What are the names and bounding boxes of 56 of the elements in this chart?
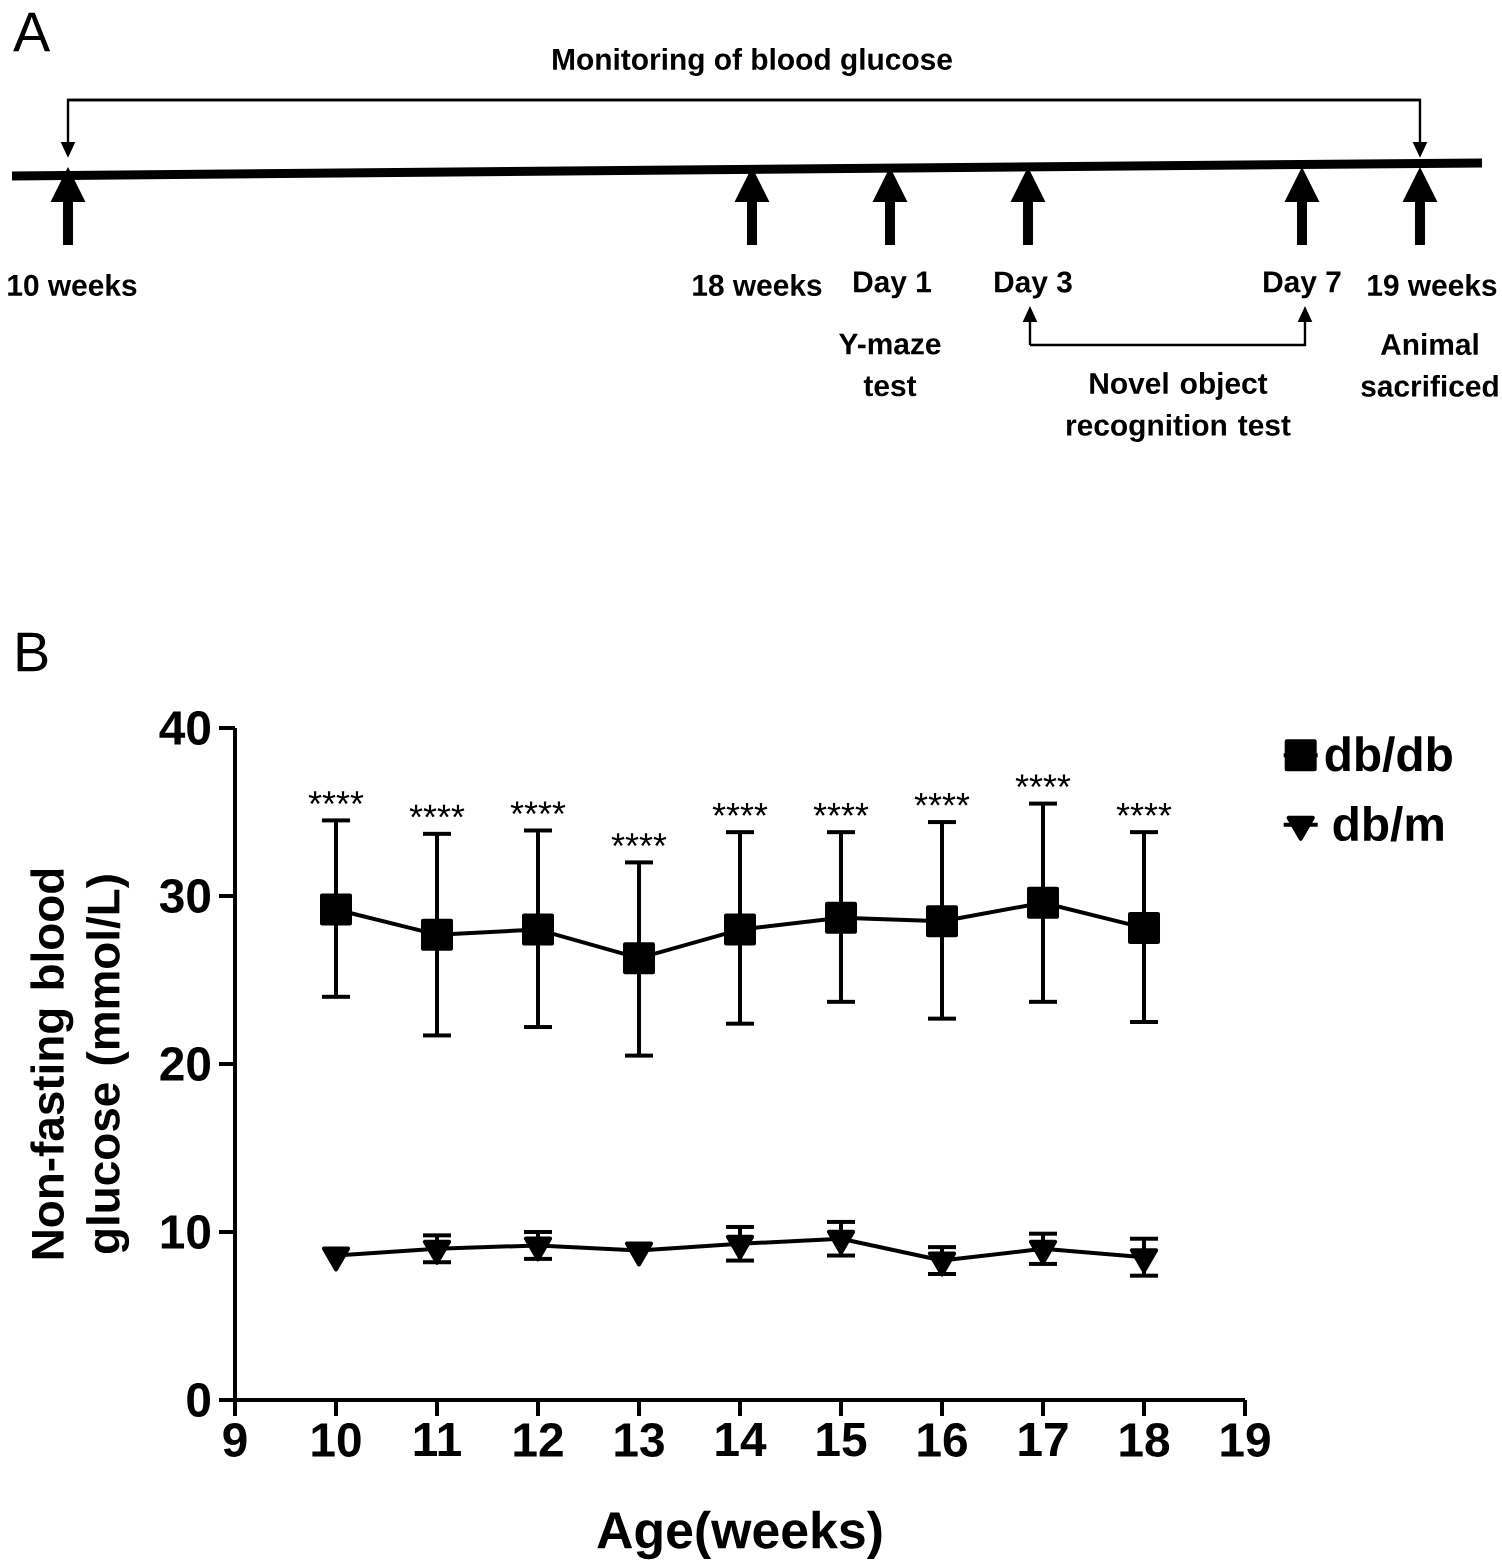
x-tick-label: 10 bbox=[312, 1423, 361, 1457]
annotation: **** bbox=[308, 791, 364, 804]
point bbox=[624, 1241, 654, 1267]
text: B bbox=[17, 632, 48, 672]
y-tick-label: 10 bbox=[161, 1215, 210, 1249]
point bbox=[421, 918, 453, 951]
x-tick-label: 16 bbox=[918, 1423, 967, 1457]
point bbox=[1028, 1239, 1058, 1265]
text: 18 weeks bbox=[693, 274, 822, 296]
point bbox=[825, 901, 858, 934]
legend-label: db/m bbox=[1333, 805, 1443, 842]
annotation: **** bbox=[914, 792, 970, 806]
text: Day 7 bbox=[1264, 271, 1341, 299]
annotation: **** bbox=[409, 804, 465, 818]
x-tick-label: 15 bbox=[817, 1423, 867, 1457]
text: 10 weeks bbox=[8, 274, 137, 296]
text: 19 weeks bbox=[1368, 274, 1497, 296]
text: Day 1 bbox=[854, 271, 931, 299]
legend-label: db/db bbox=[1325, 736, 1452, 772]
text: Day 3 bbox=[995, 271, 1072, 299]
x-tick-label: 9 bbox=[223, 1423, 247, 1457]
point bbox=[927, 1251, 957, 1277]
annotation: **** bbox=[510, 801, 566, 814]
x-tick-label: 13 bbox=[615, 1423, 664, 1457]
text: Animal sacrificed bbox=[1361, 333, 1498, 397]
annotation: **** bbox=[1116, 803, 1172, 816]
annotation: **** bbox=[813, 803, 869, 816]
text: Y-maze test bbox=[838, 333, 941, 397]
point bbox=[1027, 886, 1060, 919]
text: Novel object recognition test bbox=[1067, 372, 1291, 442]
x-tick-label: 18 bbox=[1120, 1423, 1170, 1457]
y-axis-title: Non-fasting blood glucose (mmol/L) bbox=[30, 869, 130, 1259]
point bbox=[1128, 911, 1161, 944]
point bbox=[926, 905, 959, 938]
annotation: **** bbox=[712, 803, 768, 816]
y-tick-label: 0 bbox=[187, 1383, 210, 1417]
y-tick-label: 40 bbox=[159, 711, 210, 745]
x-tick-label: 11 bbox=[414, 1423, 461, 1456]
point bbox=[523, 1236, 553, 1262]
x-axis-title: Age(weeks) bbox=[597, 1510, 882, 1560]
y-tick-label: 20 bbox=[160, 1047, 210, 1081]
point bbox=[320, 893, 352, 926]
point bbox=[422, 1239, 452, 1265]
annotation: **** bbox=[611, 833, 667, 846]
text: A bbox=[13, 12, 51, 52]
y-tick-label: 30 bbox=[159, 879, 210, 913]
point bbox=[522, 913, 554, 946]
x-tick-label: 17 bbox=[1019, 1423, 1068, 1456]
point bbox=[623, 942, 656, 975]
x-tick-label: 19 bbox=[1221, 1423, 1270, 1457]
x-tick-label: 12 bbox=[514, 1423, 563, 1457]
point bbox=[724, 913, 757, 946]
x-tick-label: 14 bbox=[716, 1423, 767, 1456]
annotation: **** bbox=[1015, 774, 1071, 788]
point bbox=[321, 1246, 351, 1272]
text: Monitoring of blood glucose bbox=[553, 47, 952, 76]
